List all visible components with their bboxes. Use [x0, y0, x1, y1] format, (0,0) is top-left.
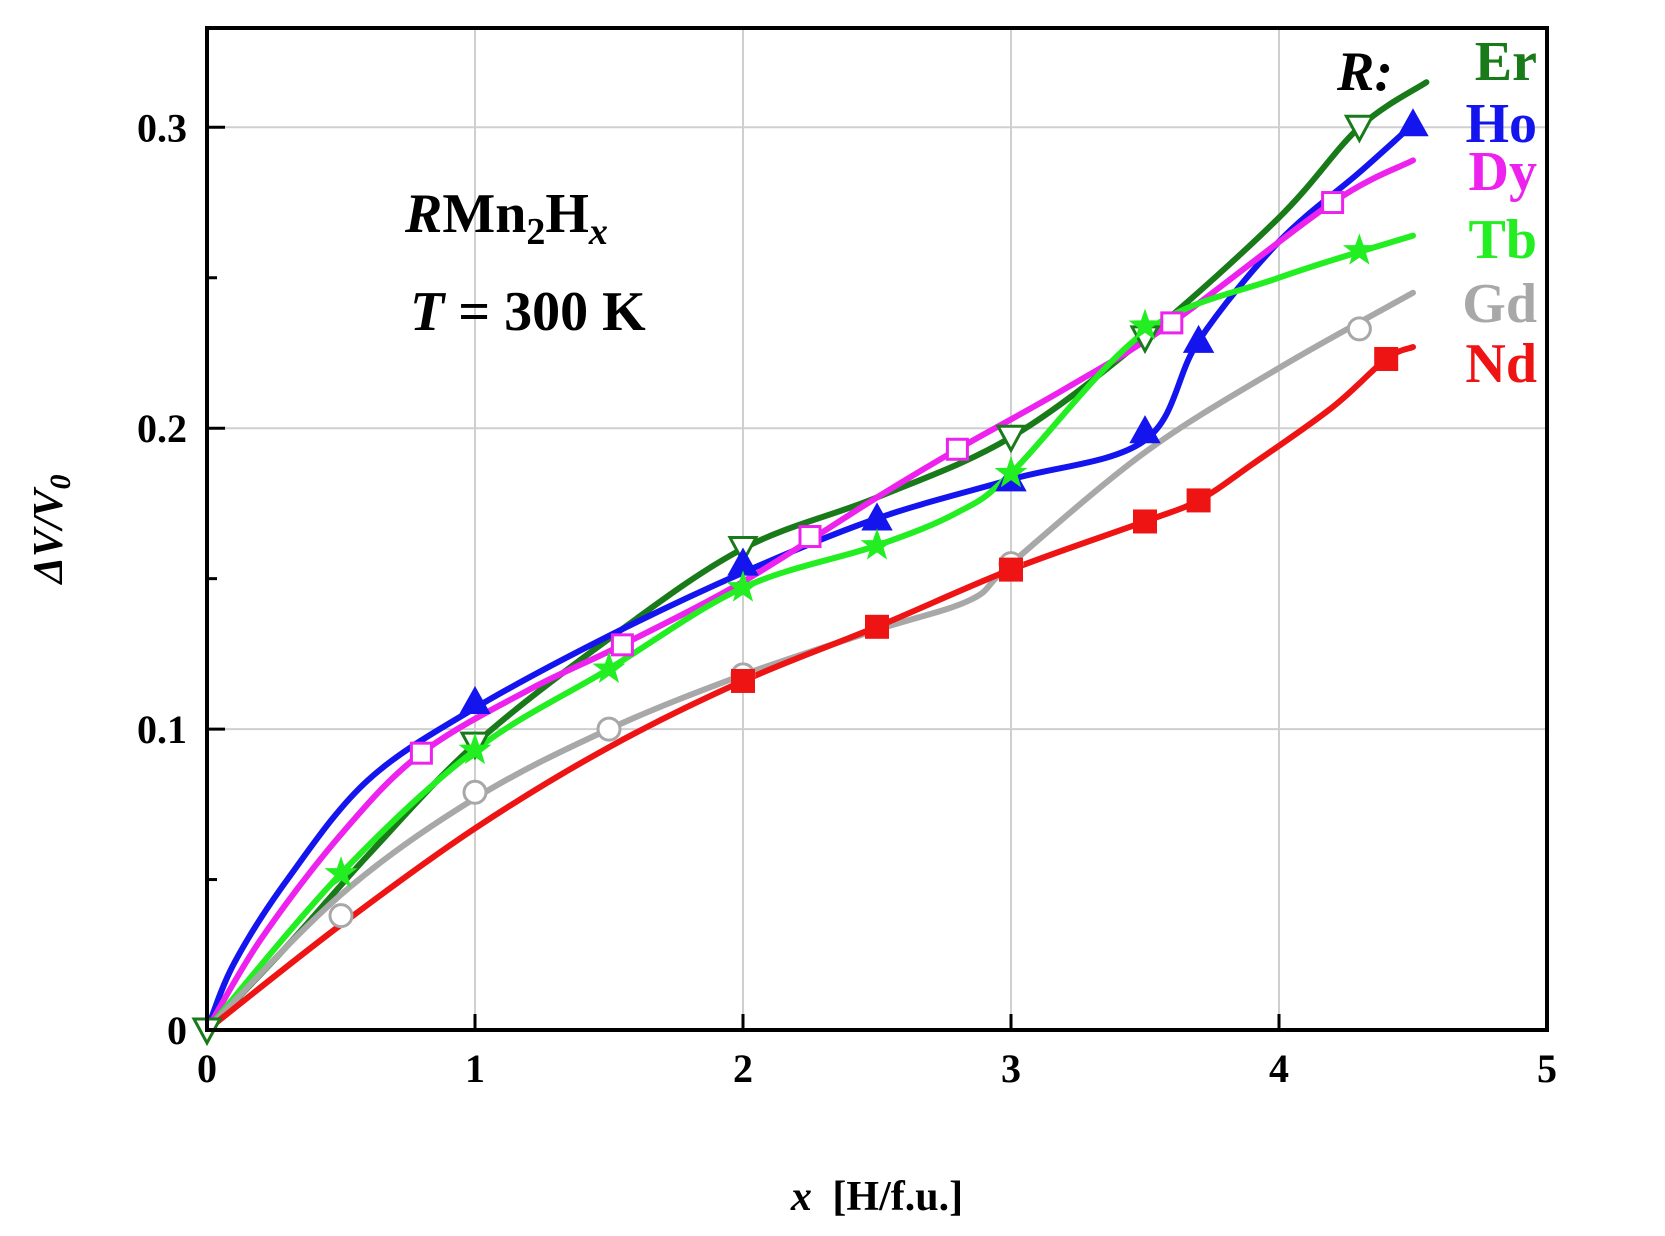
data-point-er [1343, 114, 1375, 144]
data-point-tb [1342, 233, 1376, 265]
x-tick-label: 0 [197, 1046, 217, 1091]
data-point-nd [865, 614, 889, 639]
legend-entry-dy: Dy [1469, 141, 1537, 203]
data-point-tb [458, 732, 492, 765]
data-point-tb [860, 528, 894, 560]
data-point-gd [596, 716, 622, 742]
x-tick-label: 2 [733, 1046, 753, 1091]
data-point-nd [1133, 509, 1157, 534]
x-axis-unit: [H/f.u.] [832, 1174, 963, 1220]
formula-annotation: RMn2Hx [404, 183, 608, 253]
formula-mn: Mn [442, 183, 526, 245]
data-point-dy [1321, 191, 1345, 215]
legend-entry-gd: Gd [1462, 273, 1537, 335]
x-tick-label: 3 [1001, 1046, 1021, 1091]
x-tick-label: 1 [465, 1046, 485, 1091]
data-point-gd [328, 903, 354, 929]
legend-entry-ho: Ho [1465, 93, 1537, 155]
data-point-ho [1397, 108, 1429, 137]
data-point-nd [1186, 488, 1211, 513]
y-axis-subscript: 0 [44, 474, 77, 489]
temperature-value: = 300 K [444, 281, 646, 343]
data-point-tb [1128, 308, 1162, 340]
y-tick-label: 0.2 [137, 406, 187, 451]
x-tick-label: 4 [1269, 1046, 1289, 1091]
data-point-ho [459, 685, 491, 715]
temperature-annotation: T = 300 K [410, 281, 646, 343]
plot-frame [205, 26, 1549, 1032]
data-point-tb [994, 455, 1028, 488]
axis-tick-labels: 0 1 2 3 4 5 0 0.1 0.2 0.3 [137, 105, 1557, 1091]
y-axis-title: ΔV/V0 [26, 474, 77, 585]
data-point-dy [409, 741, 433, 765]
data-point-dy [798, 525, 822, 549]
series-curves [204, 79, 1430, 1033]
axis-ticks [205, 125, 1549, 1032]
legend-title: R: [1336, 41, 1393, 103]
data-point-tb [726, 570, 760, 602]
series-line-nd [204, 344, 1416, 1033]
data-point-nd [1374, 346, 1399, 371]
x-tick-label: 5 [1537, 1046, 1557, 1091]
legend-entry-er: Er [1475, 31, 1537, 93]
formula-x: x [588, 211, 608, 253]
data-point-ho [1182, 324, 1215, 353]
grid [207, 28, 1547, 1030]
data-point-dy [1160, 311, 1184, 335]
legend-entry-nd: Nd [1465, 333, 1537, 395]
x-axis-title: x [H/f.u.] [790, 1174, 963, 1220]
data-point-ho [1129, 415, 1161, 444]
series-line-tb [204, 232, 1416, 1033]
y-tick-label: 0.1 [137, 707, 187, 752]
data-point-dy [610, 633, 634, 657]
formula-r: R [404, 183, 442, 245]
data-point-nd [731, 668, 755, 693]
formula-h: H [545, 183, 589, 245]
data-point-er [995, 424, 1027, 454]
y-axis-main: ΔV/V [26, 487, 72, 586]
y-tick-label: 0.3 [137, 105, 187, 150]
series-line-gd [204, 289, 1416, 1033]
series-line-er [204, 79, 1430, 1033]
data-point-gd [462, 779, 488, 805]
x-axis-variable: x [790, 1174, 812, 1220]
legend-entry-tb: Tb [1469, 209, 1538, 271]
temperature-variable: T [410, 281, 447, 343]
data-point-tb [324, 856, 358, 888]
data-point-gd [1346, 316, 1372, 342]
formula-subscript: 2 [526, 211, 545, 253]
data-point-tb [592, 651, 626, 683]
data-point-nd [999, 557, 1023, 582]
data-point-dy [945, 437, 969, 461]
y-tick-label: 0 [167, 1008, 187, 1053]
